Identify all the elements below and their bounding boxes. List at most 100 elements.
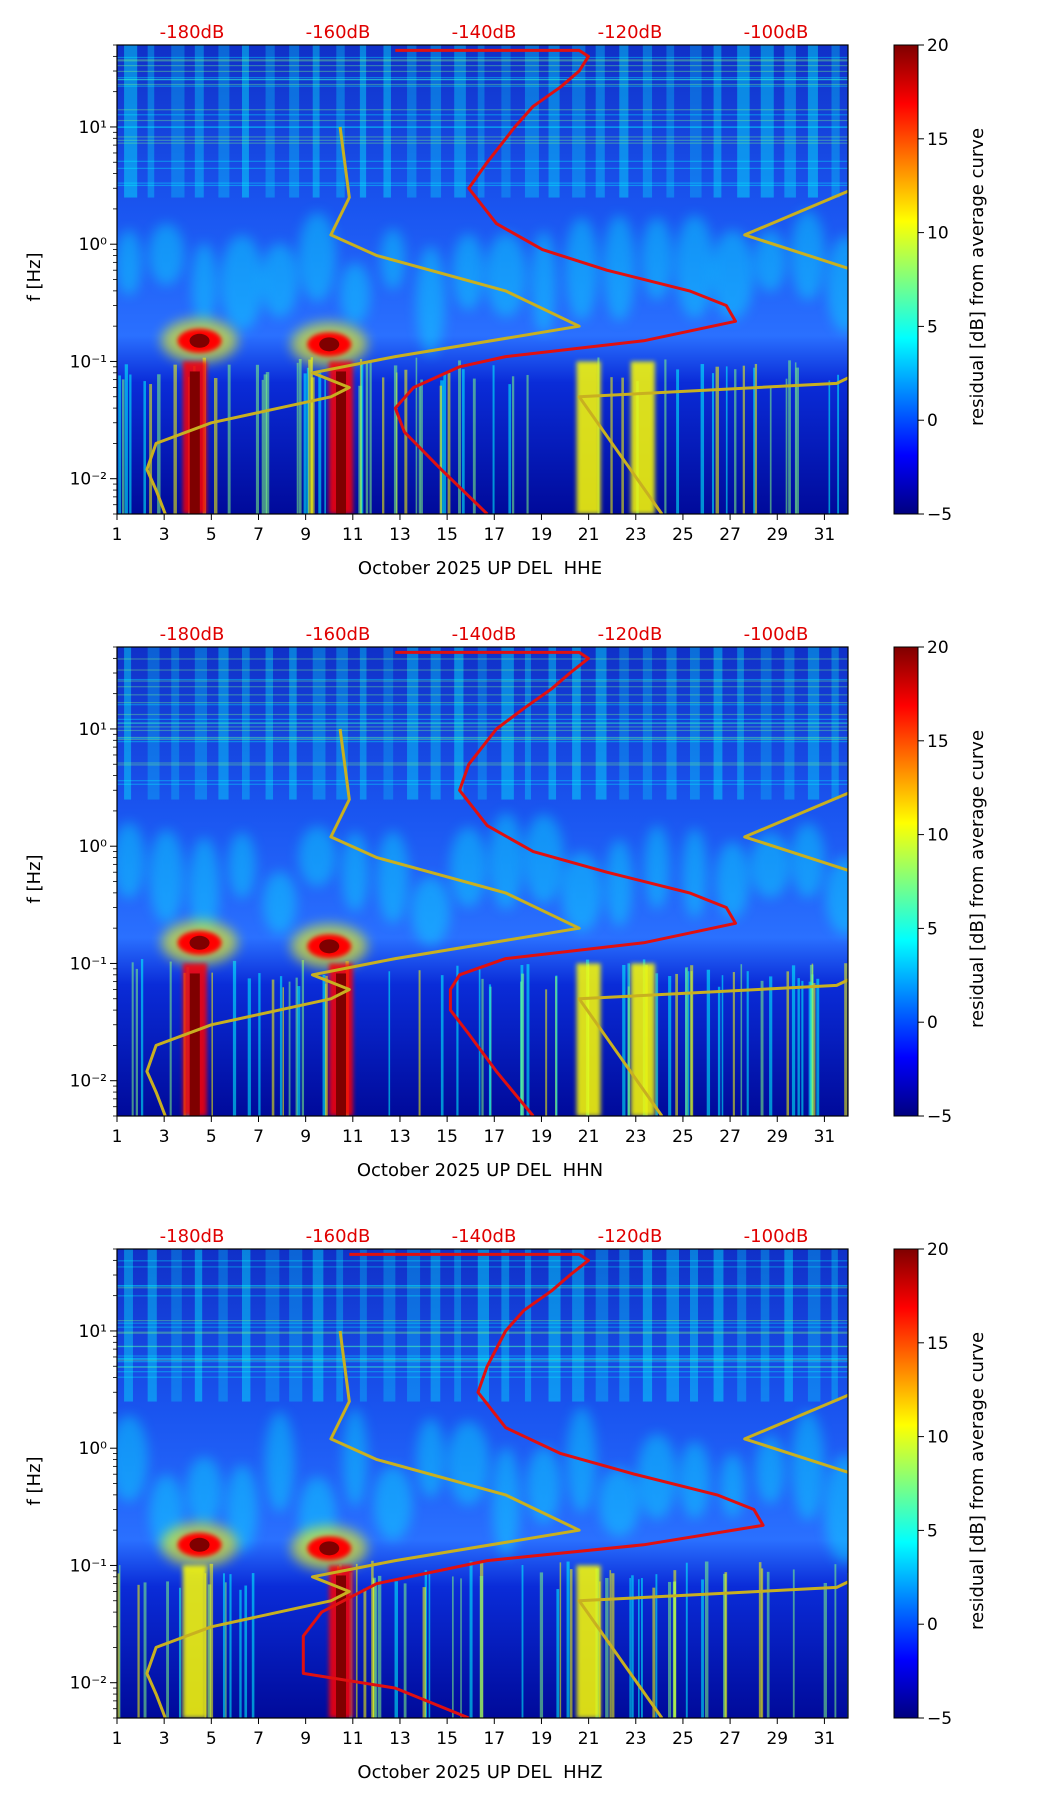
- texture-stripe: [454, 1249, 462, 1402]
- texture-spike: [555, 975, 558, 1116]
- colorbar: [893, 44, 919, 515]
- x-tick-label: 11: [342, 1127, 364, 1147]
- texture-stripe: [336, 1249, 344, 1402]
- texture-blob: [485, 233, 527, 318]
- texture-stripe: [124, 1249, 133, 1402]
- texture-spike: [382, 377, 385, 514]
- texture-spike: [704, 1561, 709, 1718]
- texture-spike: [325, 975, 328, 1116]
- texture-spike: [545, 989, 548, 1116]
- texture-blob: [825, 856, 848, 935]
- texture-spike: [173, 364, 177, 514]
- psd-median-line: [301, 1252, 765, 1718]
- texture-stripe: [477, 647, 487, 800]
- texture-line: [117, 142, 848, 144]
- x-tick-label: 1: [112, 525, 123, 545]
- texture-spike: [758, 1562, 762, 1718]
- texture-stripe: [501, 1249, 510, 1402]
- texture-line: [117, 77, 848, 79]
- x-tick-label: 17: [483, 1729, 505, 1749]
- texture-line: [117, 1345, 848, 1347]
- texture-spike: [725, 366, 728, 514]
- hotspot-center: [189, 1537, 210, 1552]
- texture-blob: [148, 223, 185, 286]
- texture-line: [117, 713, 848, 716]
- texture-line: [117, 119, 848, 122]
- top-axis-label: -100dB: [744, 22, 809, 43]
- texture-spike: [797, 978, 800, 1116]
- colorbar-tick-label: 10: [927, 1428, 949, 1448]
- y-axis-label: f [Hz]: [24, 854, 45, 903]
- texture-spike: [690, 965, 694, 1116]
- texture-stripe: [407, 45, 417, 198]
- x-tick-label: 27: [719, 1729, 741, 1749]
- texture-spike: [760, 1568, 764, 1718]
- texture-stripe: [241, 647, 250, 800]
- x-tick-label: 1: [112, 1729, 123, 1749]
- texture-stripe: [595, 1249, 609, 1402]
- texture-spike: [140, 959, 144, 1116]
- texture-blob: [449, 827, 487, 908]
- x-tick-label: 25: [672, 1127, 694, 1147]
- texture-line: [117, 59, 848, 61]
- spectrogram-image: [117, 1249, 848, 1718]
- texture-spike: [261, 379, 264, 514]
- x-tick-label: 15: [436, 1729, 458, 1749]
- texture-line: [117, 1359, 848, 1361]
- texture-spike: [372, 1579, 375, 1718]
- texture-spike: [766, 1571, 770, 1718]
- x-tick-label: 9: [300, 1729, 311, 1749]
- texture-stripe: [548, 1249, 561, 1402]
- texture-blob: [523, 814, 564, 904]
- texture-blob: [824, 1454, 848, 1564]
- texture-blob: [644, 825, 670, 910]
- texture-line: [117, 109, 848, 111]
- x-tick-label: 5: [206, 1729, 217, 1749]
- colorbar-tick-label: 15: [927, 732, 949, 752]
- texture-spike: [371, 1560, 374, 1718]
- texture-line: [117, 1266, 848, 1268]
- texture-stripe: [713, 1249, 724, 1402]
- hotspot-column-core: [336, 973, 347, 1116]
- texture-line: [117, 160, 848, 162]
- texture-stripe: [784, 647, 795, 800]
- texture-line: [117, 78, 848, 81]
- texture-spike: [322, 974, 326, 1116]
- texture-spike: [358, 385, 362, 514]
- hotspot-column-core: [189, 973, 200, 1116]
- texture-spike: [297, 986, 301, 1116]
- texture-spike: [816, 978, 820, 1116]
- x-tick-label: 23: [625, 525, 647, 545]
- texture-spike: [428, 1572, 431, 1718]
- texture-blob: [560, 852, 603, 932]
- texture-spike: [808, 981, 812, 1116]
- texture-spike: [418, 970, 421, 1116]
- hotspot-column-core: [189, 371, 200, 514]
- x-tick-label: 13: [389, 525, 411, 545]
- texture-blob: [715, 841, 750, 919]
- colorbar-tick-label: 0: [927, 1615, 938, 1635]
- texture-spike: [227, 364, 231, 514]
- texture-line: [117, 1326, 848, 1328]
- texture-line: [117, 738, 848, 741]
- texture-stripe: [407, 647, 419, 800]
- x-axis-label: October 2025 UP DEL HHE: [358, 558, 602, 579]
- texture-spike: [258, 973, 261, 1116]
- texture-blob: [605, 839, 633, 927]
- top-axis-label: -160dB: [306, 22, 371, 43]
- texture-stripe: [147, 1249, 157, 1402]
- texture-blob: [416, 1418, 445, 1498]
- x-tick-label: 5: [206, 525, 217, 545]
- texture-spike: [363, 1588, 367, 1718]
- texture-blob: [488, 812, 524, 910]
- texture-stripe: [548, 647, 557, 800]
- texture-spike: [566, 1561, 570, 1718]
- texture-spike: [638, 1579, 640, 1718]
- x-tick-label: 21: [578, 1729, 600, 1749]
- texture-line: [117, 70, 848, 73]
- x-tick-label: 27: [719, 525, 741, 545]
- texture-stripe: [289, 1249, 303, 1402]
- texture-stripe: [147, 45, 155, 198]
- hotspot-column: [576, 361, 601, 514]
- texture-stripe: [595, 647, 607, 800]
